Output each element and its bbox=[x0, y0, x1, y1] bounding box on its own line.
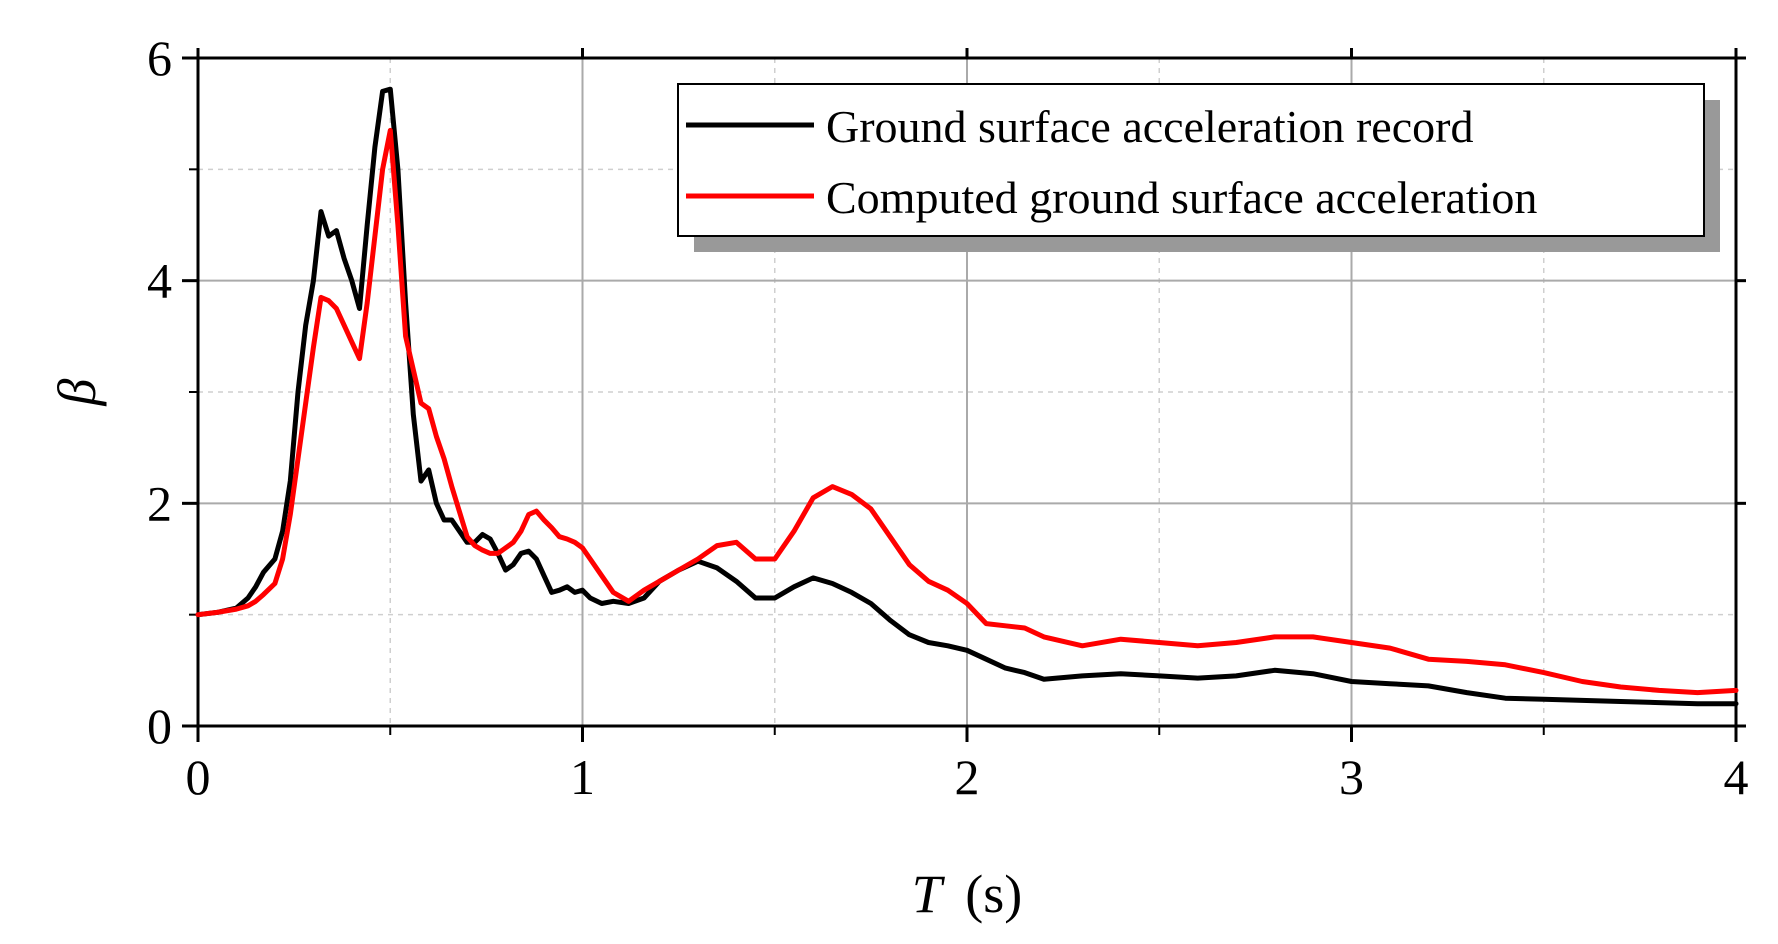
x-axis-symbol: T bbox=[912, 864, 946, 924]
axis-ticks bbox=[182, 48, 1746, 742]
x-tick-label: 3 bbox=[1339, 749, 1364, 805]
y-tick-label: 0 bbox=[147, 698, 172, 754]
y-tick-labels: 0 2 4 6 bbox=[147, 30, 172, 754]
x-tick-label: 2 bbox=[955, 749, 980, 805]
x-tick-label: 0 bbox=[186, 749, 211, 805]
series-line-0 bbox=[195, 86, 1739, 707]
series-line-1 bbox=[195, 127, 1739, 696]
legend: Ground surface acceleration record Compu… bbox=[677, 83, 1720, 252]
y-tick-label: 6 bbox=[147, 30, 172, 86]
x-tick-label: 1 bbox=[570, 749, 595, 805]
legend-box bbox=[677, 83, 1705, 237]
x-tick-labels: 0 1 2 3 4 bbox=[186, 749, 1749, 805]
y-axis-title: β bbox=[47, 378, 107, 406]
legend-label-computed: Computed ground surface acceleration bbox=[826, 172, 1537, 223]
series-layer bbox=[195, 86, 1739, 707]
x-tick-label: 4 bbox=[1724, 749, 1749, 805]
x-axis-unit: (s) bbox=[965, 864, 1022, 924]
legend-label-record: Ground surface acceleration record bbox=[826, 101, 1473, 152]
y-tick-label: 2 bbox=[147, 475, 172, 531]
x-axis-title: T (s) bbox=[912, 864, 1023, 924]
y-tick-label: 4 bbox=[147, 253, 172, 309]
